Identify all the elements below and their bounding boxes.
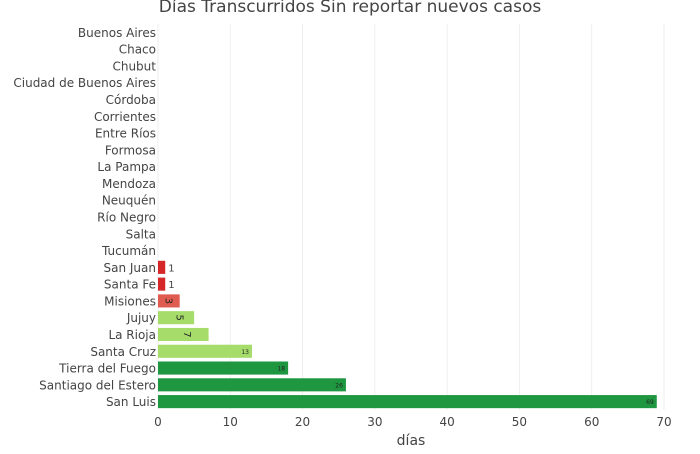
y-tick-label: Salta bbox=[126, 227, 156, 241]
data-label: 13 bbox=[241, 349, 249, 356]
x-tick-label: 40 bbox=[440, 415, 455, 429]
y-tick-label: Jujuy bbox=[126, 311, 156, 325]
x-tick-label: 50 bbox=[512, 415, 527, 429]
x-tick-label: 0 bbox=[154, 415, 162, 429]
y-tick-label: Río Negro bbox=[97, 211, 156, 225]
bar bbox=[158, 294, 180, 308]
y-tick-label: Santa Cruz bbox=[90, 345, 156, 359]
data-label: 1 bbox=[168, 280, 174, 291]
x-tick-label: 20 bbox=[295, 415, 310, 429]
y-tick-label: San Luis bbox=[106, 395, 156, 409]
y-tick-label: Chubut bbox=[112, 59, 156, 73]
data-label: 69 bbox=[646, 399, 654, 406]
y-tick-label: Misiones bbox=[104, 294, 156, 308]
y-tick-label: Tucumán bbox=[101, 244, 156, 258]
y-tick-label: Mendoza bbox=[102, 177, 156, 191]
data-label: 7 bbox=[181, 331, 192, 337]
bar bbox=[158, 277, 166, 291]
bar bbox=[158, 327, 209, 342]
y-tick-label: Chaco bbox=[119, 43, 156, 57]
data-label: 18 bbox=[277, 366, 285, 373]
chart-title: Días Transcurridos Sin reportar nuevos c… bbox=[158, 0, 542, 17]
y-tick-label: Buenos Aires bbox=[78, 26, 156, 40]
y-tick-label: La Rioja bbox=[108, 328, 156, 342]
y-tick-label: Santa Fe bbox=[104, 278, 156, 292]
y-tick-label: Santiago del Estero bbox=[39, 378, 156, 392]
bar bbox=[158, 395, 657, 409]
y-tick-label: Neuquén bbox=[102, 194, 156, 208]
data-label: 26 bbox=[335, 382, 343, 389]
bar bbox=[158, 311, 195, 325]
data-label: 5 bbox=[174, 315, 185, 321]
data-label: 3 bbox=[162, 298, 173, 304]
x-axis-title: días bbox=[396, 433, 426, 449]
y-tick-label: San Juan bbox=[104, 261, 157, 275]
bar bbox=[158, 260, 166, 274]
bar bbox=[158, 344, 252, 358]
y-tick-label: Córdoba bbox=[106, 93, 156, 107]
x-tick-label: 70 bbox=[656, 415, 671, 429]
y-tick-label: La Pampa bbox=[97, 160, 156, 174]
bar bbox=[158, 361, 289, 375]
data-label: 1 bbox=[168, 263, 174, 274]
y-tick-label: Corrientes bbox=[94, 110, 156, 124]
x-tick-label: 30 bbox=[367, 415, 382, 429]
y-tick-label: Tierra del Fuego bbox=[58, 362, 156, 376]
bar bbox=[158, 378, 346, 392]
y-tick-label: Entre Ríos bbox=[95, 127, 156, 141]
y-tick-label: Formosa bbox=[105, 143, 156, 157]
x-tick-label: 60 bbox=[584, 415, 599, 429]
x-tick-label: 10 bbox=[223, 415, 238, 429]
y-tick-label: Ciudad de Buenos Aires bbox=[13, 76, 156, 90]
